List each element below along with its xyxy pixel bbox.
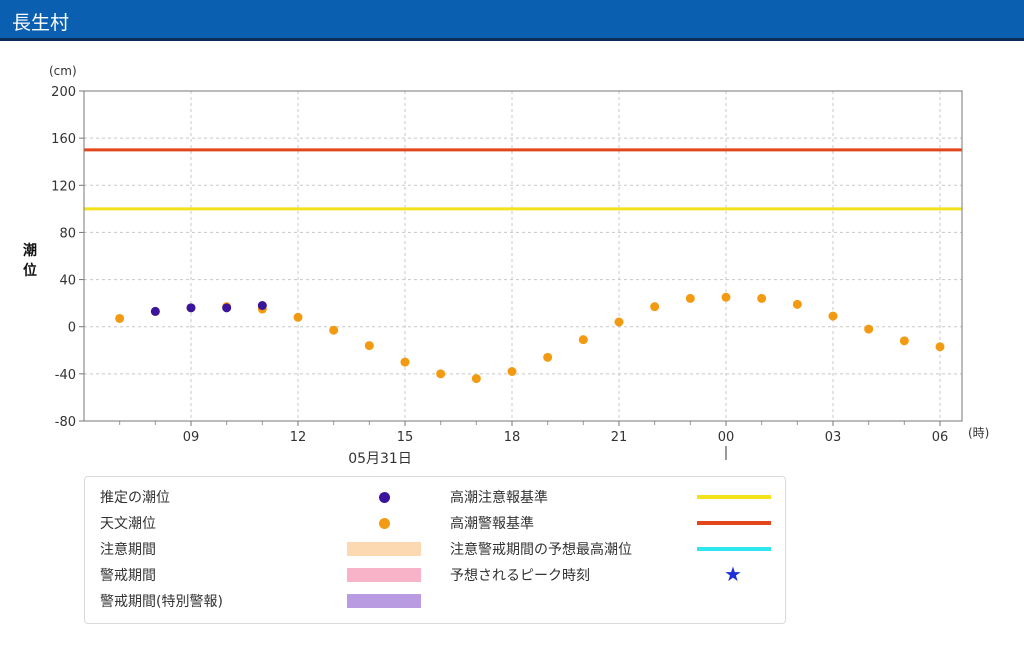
- x-tick-label: 18: [504, 430, 521, 445]
- astronomical-tide-point: [364, 341, 374, 351]
- estimated-tide-point: [150, 306, 160, 316]
- y-tick-label: 0: [68, 321, 76, 336]
- legend-line-swatch: [697, 521, 771, 525]
- x-tick-label: 12: [290, 430, 307, 445]
- y-tick-label: 120: [51, 179, 76, 194]
- estimated-tide-point: [222, 303, 232, 313]
- legend-dot-icon: [379, 492, 390, 503]
- astronomical-tide-point: [436, 369, 446, 379]
- legend-label: 予想されるピーク時刻: [450, 568, 590, 584]
- astronomical-tide-point: [115, 313, 125, 323]
- astronomical-tide-point: [935, 342, 945, 352]
- y-unit-label: (cm): [49, 64, 77, 78]
- title-bar: 長生村: [0, 0, 1024, 41]
- y-tick-label: 80: [59, 226, 76, 241]
- chart-legend: 推定の潮位天文潮位注意期間警戒期間警戒期間(特別警報) 高潮注意報基準 高潮警報基準…: [84, 476, 786, 624]
- legend-label: 高潮注意報基準: [450, 490, 548, 506]
- legend-label: 推定の潮位: [100, 490, 170, 506]
- legend-label: 警戒期間: [100, 568, 156, 584]
- estimated-tide-point: [257, 301, 267, 310]
- astronomical-tide-point: [471, 374, 481, 384]
- astronomical-tide-point: [792, 299, 802, 309]
- y-tick-labels: -80 -40 0 40 80 120 160 200: [51, 85, 76, 430]
- x-tick-label: 21: [611, 430, 628, 445]
- legend-label: 警戒期間(特別警報): [100, 594, 223, 610]
- legend-label: 高潮警報基準: [450, 516, 534, 532]
- y-tick-label: 40: [59, 274, 76, 289]
- y-axis-label-1: 潮: [23, 242, 37, 259]
- astronomical-tide-point: [757, 293, 767, 303]
- star-icon: ★: [724, 562, 742, 586]
- legend-label: 注意警戒期間の予想最高潮位: [450, 542, 632, 558]
- y-axis-label-2: 位: [23, 262, 37, 279]
- tide-chart: -80 -40 0 40 80 120 160 200 09 12 15 18 21 00 03 06 (c…: [23, 64, 989, 467]
- astronomical-tide-point: [721, 292, 731, 302]
- astronomical-tide-point: [293, 312, 303, 322]
- legend-line-swatch: [697, 495, 771, 499]
- x-tick-label: 09: [183, 430, 200, 445]
- legend-label: 天文潮位: [100, 516, 156, 532]
- reference-lines: [84, 148, 962, 211]
- astronomical-tide-point: [864, 324, 874, 334]
- legend-swatch: [347, 542, 421, 556]
- legend-swatch: [347, 594, 421, 608]
- astronomical-tide-point: [614, 317, 624, 327]
- y-tick-label: 200: [51, 85, 76, 100]
- astronomical-tide-point: [899, 336, 909, 346]
- x-tick-label: 06: [932, 430, 949, 445]
- legend-line-swatch: [697, 547, 771, 551]
- astronomical-tide-point: [685, 293, 695, 303]
- y-tick-label: 160: [51, 132, 76, 147]
- estimated-tide-point: [186, 303, 196, 313]
- legend-dot-icon: [379, 518, 390, 529]
- data-points: [115, 292, 945, 384]
- astronomical-tide-point: [400, 357, 410, 367]
- astronomical-tide-point: [578, 335, 588, 345]
- page-title: 長生村: [12, 12, 70, 34]
- legend-label: 注意期間: [100, 542, 156, 558]
- x-tick-labels: 09 12 15 18 21 00 03 06: [183, 430, 949, 445]
- y-tick-label: -80: [55, 415, 76, 430]
- grid-lines: [79, 90, 962, 426]
- y-tick-label: -40: [55, 368, 76, 383]
- astronomical-tide-point: [650, 302, 660, 312]
- astronomical-tide-point: [828, 311, 838, 321]
- legend-swatch: [347, 568, 421, 582]
- x-tick-label: 15: [397, 430, 414, 445]
- x-unit-label: (時): [968, 426, 989, 440]
- date-label: 05月31日: [348, 451, 412, 467]
- astronomical-tide-point: [329, 325, 339, 335]
- plot-frame: [83, 90, 963, 422]
- astronomical-tide-point: [507, 367, 517, 376]
- astronomical-tide-point: [543, 352, 553, 362]
- x-tick-label: 03: [825, 430, 842, 445]
- x-tick-label: 00: [718, 430, 735, 445]
